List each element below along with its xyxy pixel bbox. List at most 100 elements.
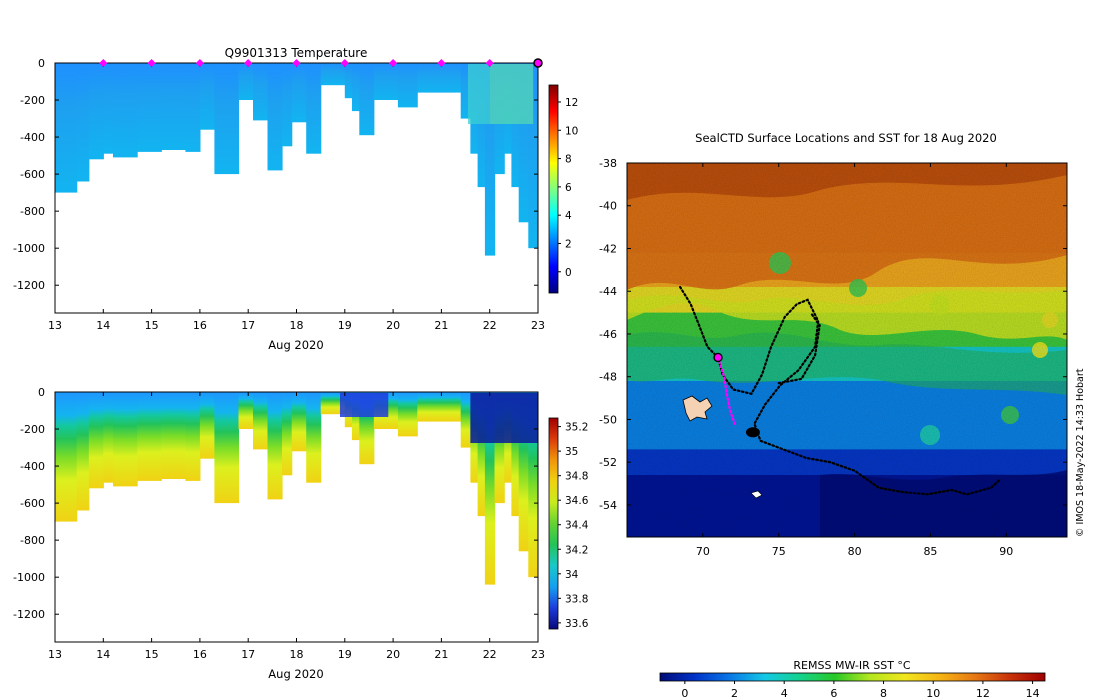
temperature-x-ticks: 13 14 15 16 17 18 19 20 21 22 23	[48, 63, 545, 332]
x-tick-label: 21	[434, 319, 448, 332]
y-tick-label: 0	[38, 386, 45, 399]
depth-profile-column	[460, 392, 471, 448]
depth-profile-column	[161, 392, 187, 479]
depth-profile-column	[238, 63, 254, 100]
y-tick-label: -1200	[13, 279, 45, 292]
colorbar-tick-label: 34.8	[565, 471, 588, 483]
lon-tick-label: 70	[696, 545, 710, 558]
colorbar-tick-label: 2	[565, 238, 572, 250]
latest-profile-marker	[533, 58, 543, 68]
sst-map-panel: SealCTD Surface Locations and SST for 18…	[599, 131, 1068, 700]
x-tick-label: 18	[290, 648, 304, 661]
x-tick-label: 15	[145, 648, 159, 661]
colorbar-tick-label: 4	[565, 210, 572, 222]
y-tick-label: -600	[20, 168, 45, 181]
colorbar-tick-label: 34	[565, 569, 579, 581]
colorbar-tick-label: 35	[565, 446, 578, 458]
y-tick-label: -200	[20, 423, 45, 436]
depth-profile-column	[429, 392, 442, 422]
depth-profile-column	[238, 392, 254, 429]
sst-colorbar-tick-label: 12	[976, 687, 990, 700]
lat-tick-label: -42	[599, 242, 617, 255]
y-tick-label: -800	[20, 205, 45, 218]
temperature-heatmap	[55, 63, 538, 256]
salinity-y-ticks: 0 -200 -400 -600 -800 -1000 -1200	[13, 386, 538, 621]
x-tick-label: 20	[386, 648, 400, 661]
depth-profile-column	[88, 392, 104, 489]
depth-profile-column	[103, 392, 114, 483]
day-marker	[99, 59, 108, 67]
lat-tick-label: -44	[599, 285, 617, 298]
y-tick-label: -1000	[13, 242, 45, 255]
depth-profile-column	[55, 63, 78, 193]
lon-tick-label: 85	[923, 545, 937, 558]
depth-profile-column	[76, 63, 90, 182]
x-tick-label: 13	[48, 319, 62, 332]
depth-profile-column	[55, 392, 78, 522]
y-tick-label: 0	[38, 57, 45, 70]
lat-tick-label: -40	[599, 200, 617, 213]
x-tick-label: 22	[483, 648, 497, 661]
credit-text: © IMOS 18-May-2022 14:33 Hobart	[1075, 368, 1086, 537]
lon-tick-label: 90	[999, 545, 1013, 558]
fresh-surface-patch	[339, 393, 389, 417]
track-branch-line	[777, 311, 821, 385]
depth-profile-column	[397, 392, 418, 437]
y-tick-label: -200	[20, 94, 45, 107]
y-tick-label: -800	[20, 534, 45, 547]
depth-profile-column	[441, 392, 462, 422]
day-marker	[437, 59, 446, 67]
depth-profile-column	[460, 63, 471, 119]
y-tick-label: -400	[20, 460, 45, 473]
depth-profile-column	[185, 392, 201, 481]
x-tick-label: 23	[531, 648, 545, 661]
depth-profile-column	[518, 392, 529, 552]
sst-colorbar-tick-label: 8	[880, 687, 887, 700]
salinity-colorbar: 35.2 35 34.8 34.6 34.4 34.2 34 33.8 33.6	[548, 417, 589, 630]
recent-track-line	[716, 356, 736, 425]
sst-texture	[627, 163, 1067, 537]
depth-profile-column	[511, 392, 520, 517]
depth-profile-column	[528, 392, 538, 578]
colorbar-tick-label: 34.2	[565, 544, 588, 556]
x-tick-label: 14	[96, 319, 110, 332]
depth-profile-column	[282, 63, 293, 147]
sst-colorbar-tick-label: 2	[731, 687, 738, 700]
colorbar-tick-label: 35.2	[565, 422, 588, 434]
depth-profile-column	[253, 392, 269, 450]
depth-profile-column	[267, 392, 283, 500]
sst-colorbar-tick-label: 0	[681, 687, 688, 700]
temperature-title: Q9901313 Temperature	[225, 46, 368, 60]
lat-tick-label: -48	[599, 371, 617, 384]
depth-profile-column	[137, 63, 162, 152]
day-marker	[485, 59, 494, 67]
track-cluster	[745, 427, 760, 438]
depth-profile-column	[113, 63, 138, 158]
x-tick-label: 17	[241, 319, 255, 332]
depth-profile-column	[214, 392, 240, 504]
salinity-panel: 13 14 15 16 17 18 19 20 21 22 23 0 -200 -400 -600 -800…	[13, 386, 589, 681]
depth-profile-column	[291, 63, 307, 123]
temperature-y-ticks: 0 -200 -400 -600 -800 -1000 -1200	[13, 57, 538, 292]
depth-profile-column	[253, 63, 269, 121]
colorbar-tick-label: 34.4	[565, 520, 589, 532]
day-marker	[292, 59, 301, 67]
sst-colorbar-tick-label: 6	[830, 687, 837, 700]
kerguelen-island	[682, 395, 713, 422]
lon-tick-label: 80	[848, 545, 862, 558]
x-tick-label: 13	[48, 648, 62, 661]
day-marker	[340, 59, 349, 67]
temperature-panel: Q9901313 Temperature 13 14 15 16 17 18 19 20 21 2…	[13, 46, 578, 352]
x-tick-label: 17	[241, 648, 255, 661]
depth-profile-column	[484, 392, 496, 585]
seal-track	[679, 285, 1002, 496]
heard-island	[750, 490, 763, 499]
day-marker	[389, 59, 398, 67]
sst-colorbar-tick-label: 14	[1026, 687, 1040, 700]
depth-profile-column	[320, 392, 346, 415]
depth-profile-column	[199, 63, 215, 130]
depth-profile-column	[306, 392, 322, 483]
sst-map-lon-ticks: 70 75 80 85 90	[696, 163, 1013, 558]
depth-profile-column	[320, 63, 346, 86]
day-marker	[244, 59, 253, 67]
